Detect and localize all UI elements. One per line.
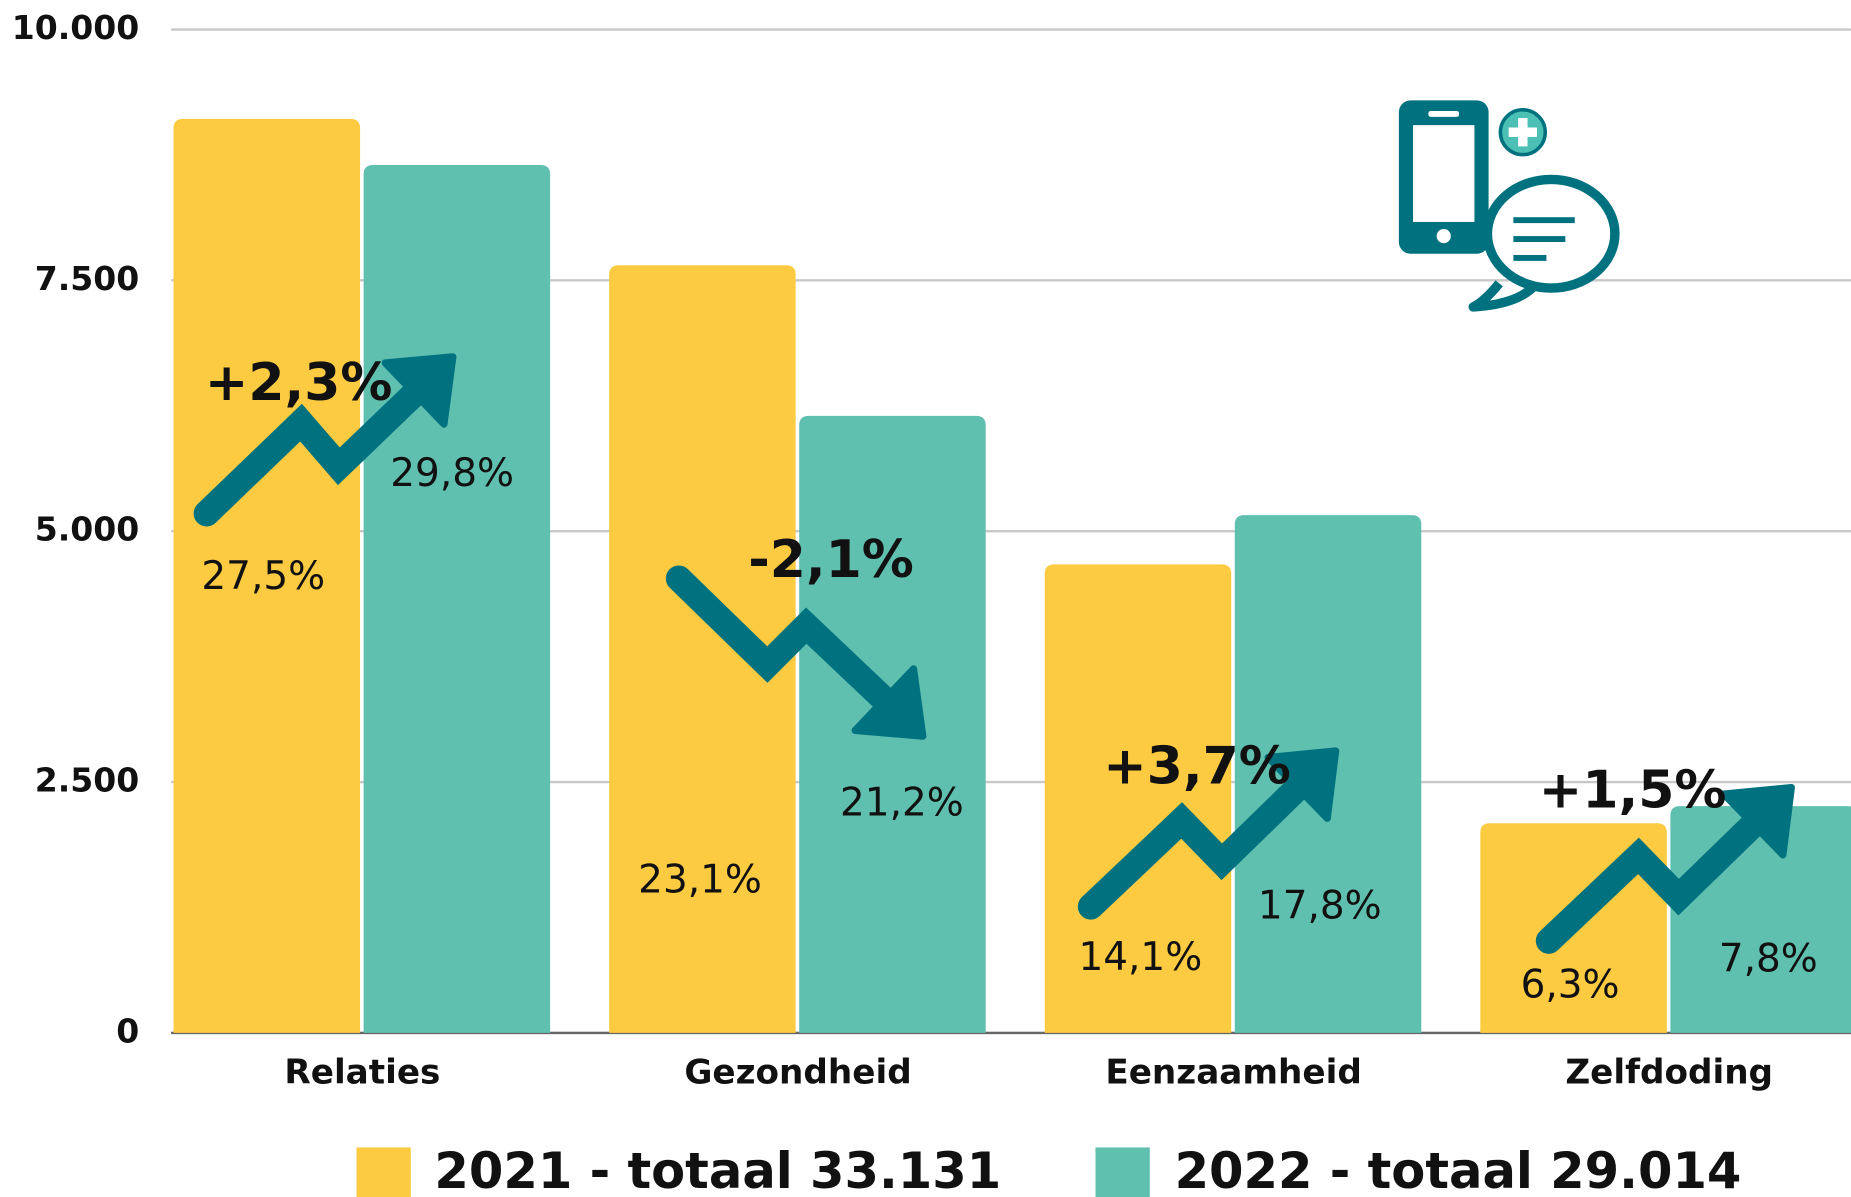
y-tick-label: 7.500 xyxy=(35,259,140,298)
share-label: 6,3% xyxy=(1521,962,1620,1007)
bar xyxy=(1670,806,1851,1033)
trend-arrow xyxy=(1535,799,1779,954)
trend-arrow xyxy=(665,565,911,725)
share-label: 27,5% xyxy=(201,554,325,599)
y-tick-label: 0 xyxy=(116,1011,139,1050)
share-label: 14,1% xyxy=(1078,935,1202,980)
trend-arrow xyxy=(193,368,441,527)
x-tick-label: Gezondheid xyxy=(684,1053,911,1093)
share-label: 29,8% xyxy=(390,451,514,496)
change-label: +1,5% xyxy=(1539,760,1727,820)
share-label: 17,8% xyxy=(1258,883,1382,928)
phone-chat-icon xyxy=(1398,100,1620,312)
legend-swatch xyxy=(356,1147,411,1197)
trend-arrow xyxy=(1077,762,1324,920)
legend-swatch xyxy=(1095,1147,1150,1197)
change-label: +3,7% xyxy=(1103,737,1291,797)
bar xyxy=(173,118,361,1033)
arrow-head xyxy=(851,665,927,740)
x-tick-label: Zelfdoding xyxy=(1565,1053,1773,1093)
change-label: +2,3% xyxy=(205,353,393,413)
x-tick-label: Relaties xyxy=(284,1053,440,1093)
share-label: 7,8% xyxy=(1719,936,1818,981)
bar xyxy=(609,265,796,1033)
legend-label: 2022 - totaal 29.014 xyxy=(1175,1142,1742,1197)
arrow-head xyxy=(381,353,457,428)
bar xyxy=(363,164,551,1033)
arrow-head xyxy=(1720,783,1795,859)
change-label: -2,1% xyxy=(748,530,914,590)
arrow-head xyxy=(1264,747,1340,822)
x-tick-label: Eenzaamheid xyxy=(1105,1053,1362,1093)
share-label: 21,2% xyxy=(840,781,964,826)
share-label: 23,1% xyxy=(638,857,762,902)
legend-label: 2021 - totaal 33.131 xyxy=(434,1142,1001,1197)
y-tick-label: 10.000 xyxy=(12,8,140,47)
y-tick-label: 5.000 xyxy=(35,510,140,549)
y-tick-label: 2.500 xyxy=(35,761,140,800)
